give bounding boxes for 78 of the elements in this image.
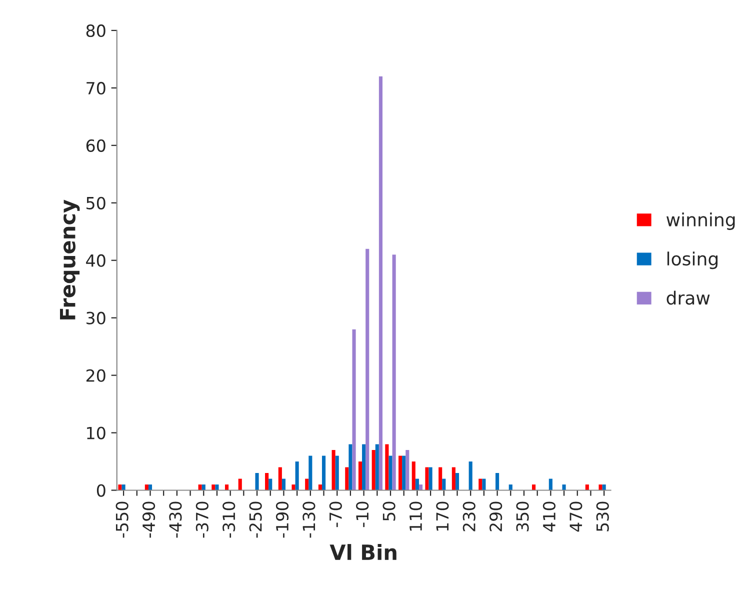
bar [455,473,460,490]
x-tick-label: 230 [462,502,476,532]
bar [255,473,259,490]
x-tick-label: 350 [516,502,529,532]
y-tick-label: 0 [96,484,106,497]
bar [295,462,299,490]
bar [598,484,602,490]
x-tick-label: -70 [329,502,342,528]
x-tick-label: 530 [596,502,609,532]
bar [412,462,416,490]
x-tick-label: -310 [222,502,236,538]
bar [308,456,312,490]
bar [305,478,309,490]
legend-label: winning [666,212,735,230]
bar [278,467,282,490]
bar [332,450,336,490]
bar [438,467,442,490]
bar [362,444,366,490]
bar [385,444,389,490]
bar [452,467,456,490]
y-axis-title: Frequency [60,200,80,320]
bar [282,478,286,490]
bar [322,456,326,490]
x-tick-label: -250 [249,502,262,538]
bar [425,467,429,490]
bar [482,478,486,490]
x-tick-label: -370 [196,502,208,538]
x-axis-title: Vl Bin [330,544,396,560]
bar [345,467,349,490]
legend-label: draw [666,290,710,305]
bar [375,444,379,490]
bar [388,456,392,490]
bar [215,484,219,490]
x-tick-label: -190 [276,502,289,538]
x-tick-label: 410 [542,502,556,532]
bar [372,450,376,490]
x-tick-label: 290 [490,502,502,532]
y-tick-label: 30 [86,312,106,324]
y-tick-label: 50 [86,196,106,210]
bar [392,254,396,490]
bar [398,456,402,490]
bar [378,76,382,490]
x-tick-label: -550 [116,502,128,538]
bar [496,473,500,490]
bar [562,484,566,490]
bar [442,478,446,490]
x-tick-label: -490 [142,502,156,538]
x-tick-label: 170 [436,502,449,531]
y-tick-label: 70 [86,82,106,94]
bar [358,462,362,490]
bar [402,456,406,490]
bar [348,444,352,490]
x-tick-label: -430 [169,502,182,538]
bar [268,478,272,490]
bar [366,248,370,490]
y-tick-label: 60 [86,139,106,152]
x-tick-label: 50 [382,502,396,521]
y-tick-label: 40 [86,254,106,267]
bar [428,467,432,490]
y-tick-label: 10 [87,426,106,440]
y-tick-label: 80 [86,24,106,38]
x-tick-label: -130 [302,502,316,538]
y-tick-label: 20 [86,369,106,382]
bar [335,456,339,490]
bar [548,478,552,490]
bar [415,478,419,490]
bar [292,484,296,490]
bar [468,462,472,490]
bar [118,484,122,490]
legend-label: losing [667,252,718,270]
x-tick-label: 110 [409,502,422,531]
bar [265,473,269,490]
bar [238,478,242,490]
x-tick-label: 470 [570,502,582,532]
x-tick-label: -10 [356,502,369,528]
bar [352,329,356,490]
bar [406,450,410,490]
bar [478,478,482,490]
